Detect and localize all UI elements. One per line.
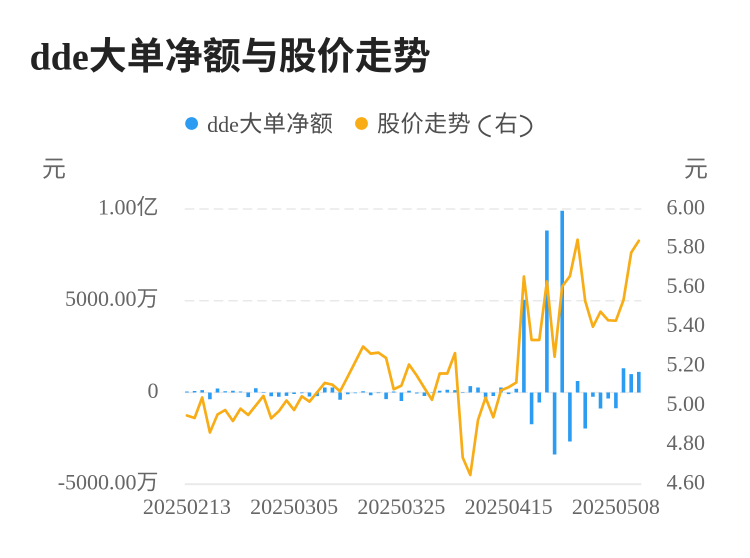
svg-text:4.60: 4.60: [667, 470, 706, 495]
svg-text:dde: dde: [30, 36, 89, 78]
svg-text:20250213: 20250213: [143, 494, 231, 519]
svg-text:4.80: 4.80: [667, 430, 706, 455]
svg-text:1.00: 1.00: [98, 194, 137, 219]
svg-text:dde: dde: [207, 112, 239, 137]
svg-text:5.60: 5.60: [667, 273, 706, 298]
svg-text:-5000.00: -5000.00: [58, 470, 137, 495]
svg-text:20250305: 20250305: [250, 494, 338, 519]
svg-text:5.20: 5.20: [667, 352, 706, 377]
svg-text:5.40: 5.40: [667, 312, 706, 337]
svg-text:5.80: 5.80: [667, 234, 706, 259]
svg-text:5000.00: 5000.00: [65, 286, 137, 311]
svg-text:20250508: 20250508: [572, 494, 660, 519]
svg-text:20250415: 20250415: [465, 494, 553, 519]
svg-text:6.00: 6.00: [667, 194, 706, 219]
svg-text:20250325: 20250325: [357, 494, 445, 519]
svg-text:0: 0: [148, 378, 159, 403]
svg-text:5.00: 5.00: [667, 391, 706, 416]
